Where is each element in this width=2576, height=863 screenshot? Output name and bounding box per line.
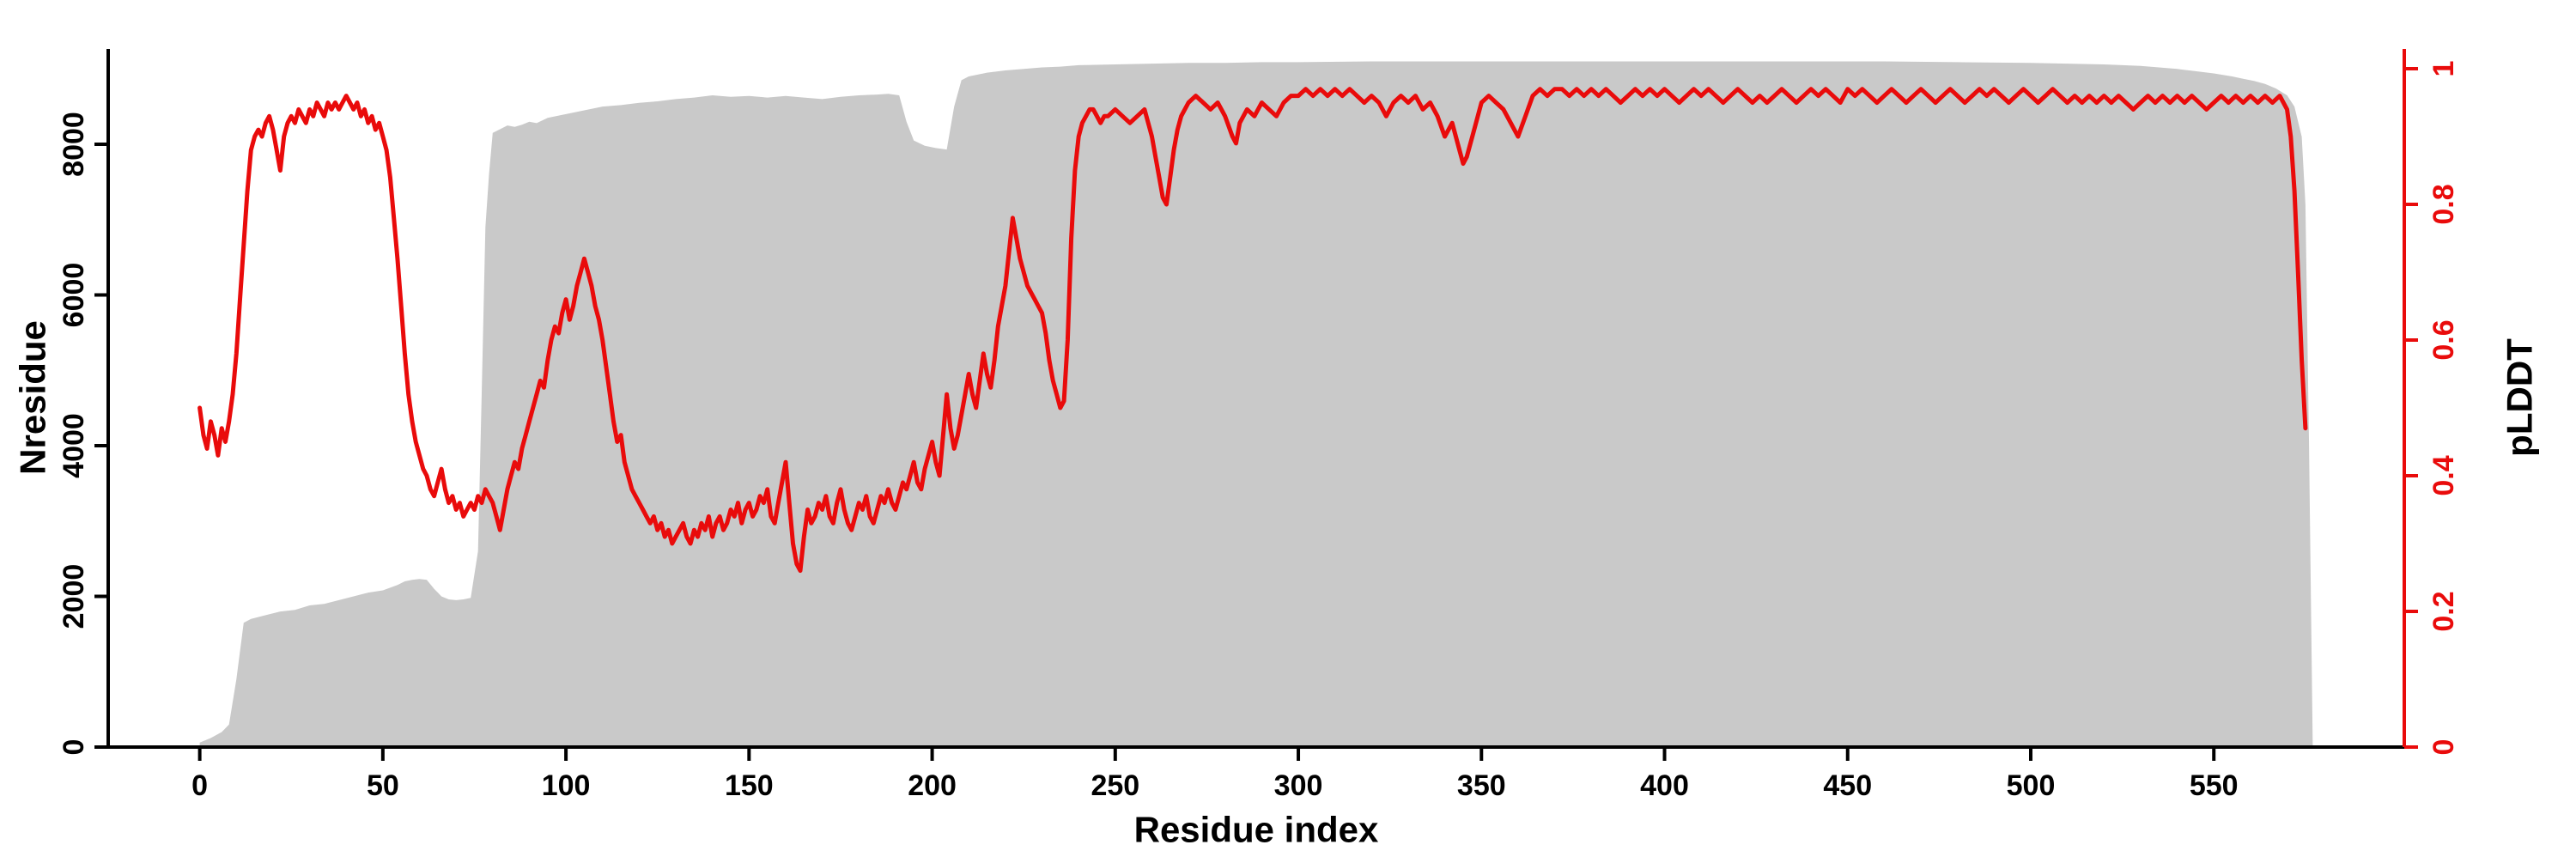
nresidue-area	[199, 61, 2313, 747]
x-axis-label: Residue index	[1134, 810, 1379, 850]
x-tick-label: 0	[191, 769, 208, 802]
y-left-axis-label: Nresidue	[13, 320, 53, 475]
nresidue-area-series	[199, 61, 2313, 747]
axes: 0 50 100 150 200 250 300 350 400 450 500 550 0 2000 40…	[58, 49, 2460, 802]
x-tick-label: 500	[2007, 769, 2056, 802]
y-left-tick-label: 6000	[58, 263, 90, 328]
x-tick-label: 550	[2190, 769, 2239, 802]
x-tick-label: 200	[908, 769, 957, 802]
y-left-tick-label: 8000	[58, 112, 90, 177]
x-tick-label: 50	[367, 769, 399, 802]
y-right-axis-label: pLDDT	[2500, 338, 2540, 457]
x-tick-label: 350	[1457, 769, 1506, 802]
y-left-tick-label: 0	[58, 739, 90, 756]
x-tick-label: 300	[1274, 769, 1323, 802]
x-tick-label: 150	[725, 769, 774, 802]
y-right-tick-label: 0.4	[2427, 455, 2460, 495]
x-tick-label: 250	[1091, 769, 1139, 802]
x-tick-label: 450	[1823, 769, 1872, 802]
y-right-tick-label: 0.6	[2427, 319, 2460, 360]
y-left-tick-label: 2000	[58, 564, 90, 629]
x-tick-label: 400	[1640, 769, 1689, 802]
x-tick-label: 100	[542, 769, 591, 802]
plddt-line-series	[197, 87, 2308, 574]
y-right-tick-label: 0.2	[2427, 591, 2460, 631]
y-left-tick-label: 4000	[58, 413, 90, 478]
y-right-tick-label: 0	[2427, 739, 2460, 756]
plddt-line	[197, 87, 2308, 574]
y-right-tick-label: 1	[2427, 61, 2460, 77]
y-right-tick-label: 0.8	[2427, 184, 2460, 224]
